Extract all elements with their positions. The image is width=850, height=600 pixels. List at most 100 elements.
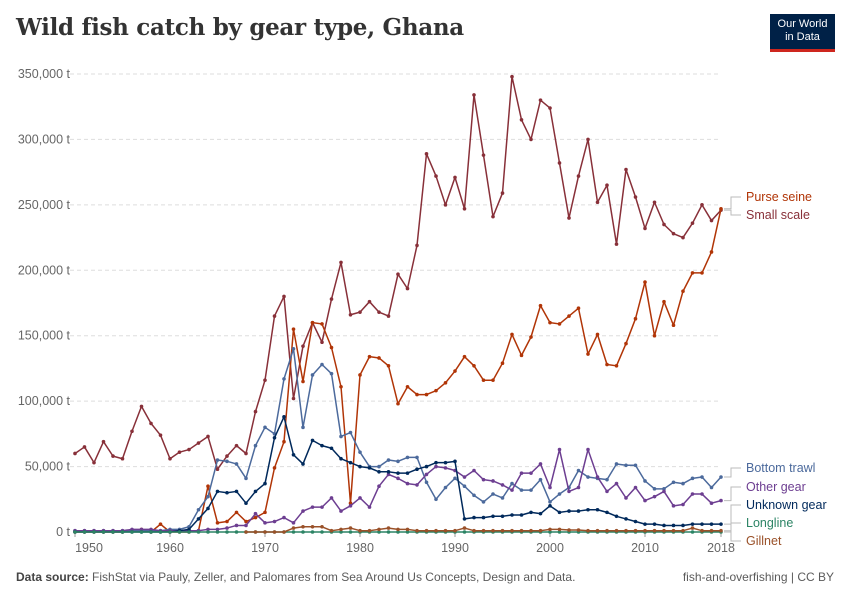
data-point <box>329 371 334 376</box>
data-point <box>415 455 419 460</box>
data-point <box>633 463 638 468</box>
data-point <box>130 527 134 532</box>
data-point <box>681 289 685 294</box>
data-point <box>405 530 410 534</box>
series-lines <box>73 74 723 534</box>
data-point <box>652 494 657 499</box>
data-point <box>158 433 163 437</box>
data-point <box>396 272 400 277</box>
data-point <box>320 340 324 345</box>
data-point <box>709 485 714 490</box>
data-point <box>500 528 505 533</box>
data-point <box>662 489 666 494</box>
data-point <box>605 183 609 188</box>
x-tick-label: 2010 <box>631 541 659 555</box>
data-point <box>101 530 106 534</box>
data-point <box>244 451 248 456</box>
data-point <box>548 320 552 325</box>
data-point <box>453 528 457 533</box>
data-point <box>434 388 438 393</box>
data-point <box>329 345 334 350</box>
data-point <box>291 327 296 331</box>
data-point <box>500 361 505 365</box>
data-point <box>700 522 704 526</box>
data-point <box>263 521 267 525</box>
data-point <box>462 475 467 479</box>
data-point <box>614 481 619 486</box>
logo-line-1: Our World <box>777 18 828 30</box>
data-point <box>538 98 543 102</box>
data-point <box>386 364 391 368</box>
data-point <box>510 74 514 79</box>
label-connector <box>724 530 741 542</box>
data-point <box>149 527 153 532</box>
data-point <box>424 528 429 533</box>
y-tick-label: 300,000 t <box>18 132 71 146</box>
data-point <box>453 369 457 373</box>
data-point <box>529 335 533 339</box>
series-label: Other gear <box>746 480 806 494</box>
series-small-scale <box>73 74 723 471</box>
data-point <box>643 498 647 503</box>
data-point <box>348 526 353 530</box>
data-point <box>196 507 201 512</box>
data-point <box>652 522 657 526</box>
footer-link[interactable]: fish-and-overfishing | CC BY <box>682 570 834 584</box>
data-point <box>386 526 391 530</box>
data-point <box>586 475 590 479</box>
series-label: Longline <box>746 516 793 530</box>
series-label: Gillnet <box>746 534 782 548</box>
y-tick-label: 150,000 t <box>18 329 71 343</box>
data-point <box>662 487 666 491</box>
x-tick-label: 1970 <box>251 541 279 555</box>
x-tick-label: 1950 <box>75 541 103 555</box>
data-point <box>339 260 343 265</box>
data-point <box>624 463 628 468</box>
data-point <box>415 467 419 471</box>
data-point <box>339 530 343 534</box>
data-point <box>453 476 457 481</box>
data-point <box>443 466 448 470</box>
data-point <box>519 513 524 517</box>
data-point <box>624 528 628 533</box>
data-point <box>206 494 210 499</box>
data-point <box>557 161 562 165</box>
data-point <box>282 415 286 419</box>
data-point <box>215 530 220 534</box>
data-point <box>595 507 600 512</box>
data-point <box>586 137 590 142</box>
data-point <box>700 528 704 533</box>
data-point <box>462 517 467 521</box>
data-point <box>329 528 334 533</box>
data-point <box>595 200 600 205</box>
data-point <box>310 373 315 377</box>
data-point <box>405 384 410 389</box>
data-point <box>462 526 467 530</box>
data-point <box>662 299 666 304</box>
label-connector <box>724 209 741 216</box>
data-point <box>234 462 239 466</box>
data-point <box>291 452 296 457</box>
data-point <box>215 527 220 532</box>
data-point <box>348 460 353 465</box>
data-point <box>149 421 153 426</box>
data-point <box>567 509 571 513</box>
data-point <box>301 524 305 529</box>
data-point <box>500 514 505 519</box>
data-point <box>633 316 638 321</box>
data-point <box>225 526 229 530</box>
data-point <box>671 528 676 533</box>
data-point <box>234 530 239 534</box>
owid-logo[interactable]: Our World in Data <box>770 14 835 52</box>
data-point <box>405 286 410 291</box>
data-point <box>377 356 381 360</box>
data-point <box>82 530 87 534</box>
data-point <box>263 378 267 383</box>
y-tick-label: 50,000 t <box>25 460 71 474</box>
data-point <box>624 341 628 346</box>
data-point <box>339 456 343 461</box>
data-point <box>405 527 410 532</box>
data-point <box>348 430 353 435</box>
data-point <box>358 464 362 469</box>
data-point <box>434 460 438 465</box>
